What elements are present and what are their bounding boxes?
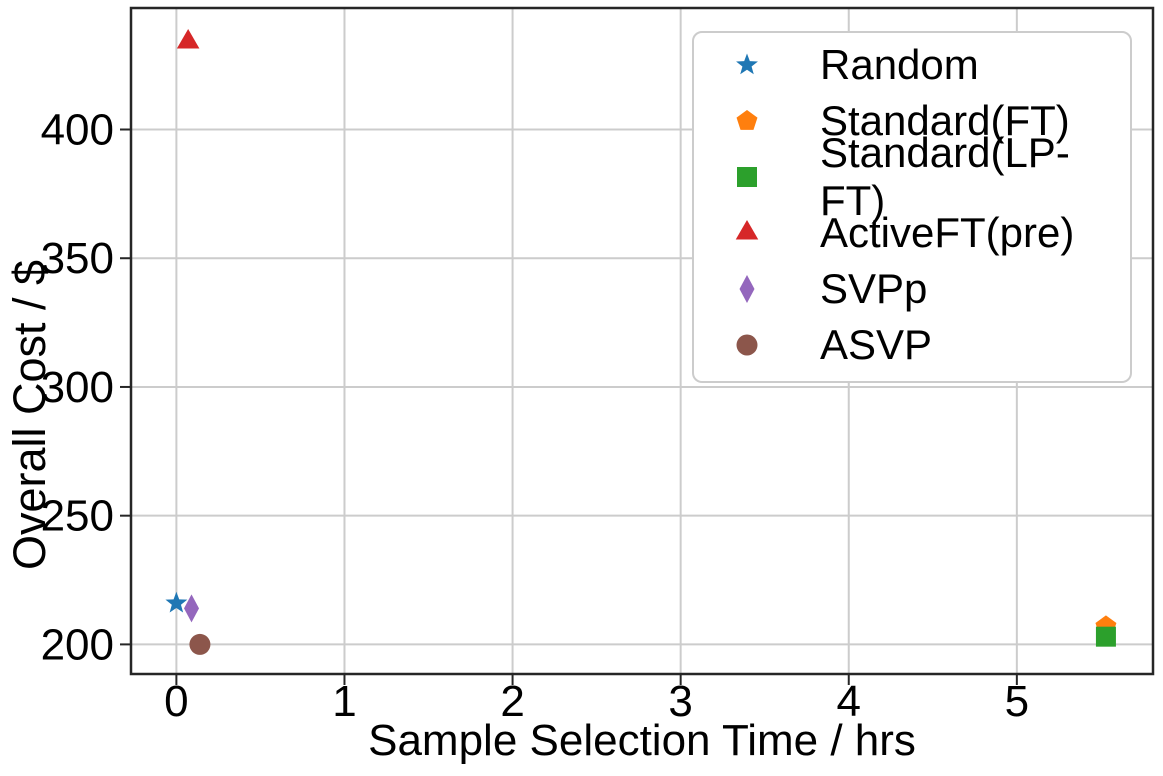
y-tick-label-300: 300 xyxy=(41,363,114,412)
legend-item-activeft-pre: ActiveFT(pre) xyxy=(694,205,1130,261)
triangle-icon xyxy=(735,220,759,240)
point-svpp xyxy=(184,594,200,623)
x-tick-label-1: 1 xyxy=(332,677,356,726)
star-icon xyxy=(736,53,758,75)
circle-glyph xyxy=(736,334,758,356)
square-icon xyxy=(737,167,757,187)
pentagon-glyph xyxy=(736,110,758,130)
thin-diamond-glyph xyxy=(739,275,755,303)
triangle-glyph xyxy=(735,220,759,240)
y-tick-label-350: 350 xyxy=(41,234,114,283)
point-asvp xyxy=(189,633,211,655)
y-tick-label-400: 400 xyxy=(41,106,114,155)
point-activeft-pre xyxy=(176,28,200,49)
point-random xyxy=(165,591,188,613)
diamond-icon xyxy=(739,275,755,303)
legend-item-svpp: SVPp xyxy=(694,261,1130,317)
legend-label: Random xyxy=(820,41,979,88)
plot-frame xyxy=(129,6,1155,676)
x-tick-label-5: 5 xyxy=(1005,677,1029,726)
star-glyph xyxy=(736,53,758,75)
x-tick-label-3: 3 xyxy=(668,677,692,726)
legend-item-random: Random xyxy=(694,37,1130,93)
x-tick-label-2: 2 xyxy=(500,677,524,726)
y-tick-label-250: 250 xyxy=(41,492,114,541)
x-tick-label-4: 4 xyxy=(837,677,861,726)
legend-item-standard-lp-ft: Standard(LP-FT) xyxy=(694,129,1130,224)
square-glyph xyxy=(737,167,757,187)
legend-label: Standard(FT) xyxy=(820,97,1070,144)
point-standard-lp-ft xyxy=(1095,626,1116,647)
legend: Random Standard(FT) Standard(LP-FT) Acti… xyxy=(692,31,1132,383)
x-tick-label-0: 0 xyxy=(164,677,188,726)
legend-label: Standard(LP-FT) xyxy=(820,129,1070,224)
legend-label: SVPp xyxy=(820,265,928,312)
y-tick-label-200: 200 xyxy=(41,620,114,669)
legend-item-asvp: ASVP xyxy=(694,317,1130,373)
legend-item-standard-ft: Standard(FT) xyxy=(694,93,1130,149)
y-axis-label: Overall Cost / $ xyxy=(4,259,55,571)
legend-label: ASVP xyxy=(820,321,933,368)
x-axis-label: Sample Selection Time / hrs xyxy=(368,716,916,765)
pentagon-icon xyxy=(736,110,758,130)
circle-icon xyxy=(736,334,758,356)
legend-label: ActiveFT(pre) xyxy=(820,209,1075,256)
